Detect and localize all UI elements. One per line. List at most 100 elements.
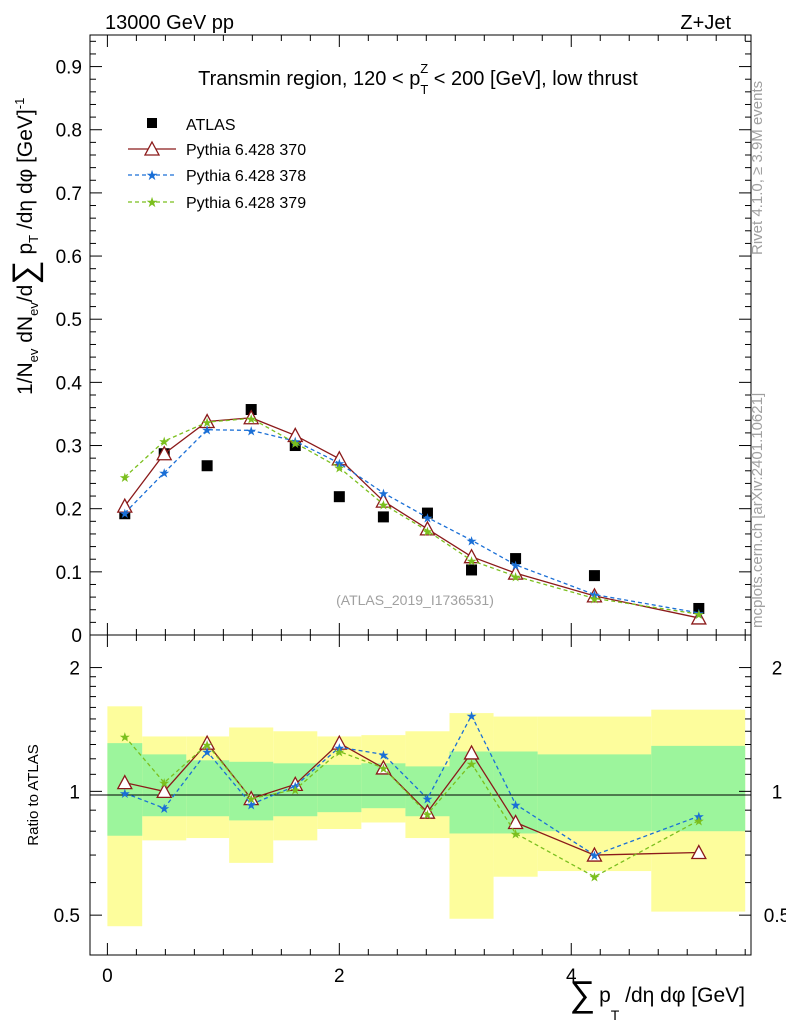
data-point-pythia-6-428-378-8: ★ — [466, 533, 478, 548]
data-point-pythia-6-428-378-3: ★ — [245, 423, 257, 438]
data-point-pythia-6-428-370-0 — [116, 497, 133, 513]
legend: ATLAS Pythia 6.428 370 ★ Pythia 6.428 37… — [128, 117, 306, 212]
data-point-atlas-10 — [588, 570, 600, 582]
xlabel-a: p — [599, 984, 611, 1007]
ratio-y-axis-label: Ratio to ATLAS — [25, 744, 42, 845]
series-line-pythia-6-428-370 — [124, 417, 699, 619]
band-stat-uncertainty-10 — [537, 754, 652, 832]
ratio-point-pythia-6-428-379-8: ★ — [466, 756, 478, 771]
ratio-point-pythia-6-428-378-2: ★ — [201, 745, 213, 760]
main-y-tick-label: 0.5 — [56, 310, 82, 331]
x-tick-label: 0 — [102, 966, 113, 987]
header-process-label: Z+Jet — [680, 12, 731, 34]
ylabel-c: /d — [14, 285, 37, 303]
ratio-point-pythia-6-428-378-7: ★ — [422, 792, 434, 807]
main-y-ticks: 0 0.1 0.2 0.3 0.4 0.5 0.6 0.7 0.8 0.9 — [56, 35, 751, 647]
data-point-pythia-6-428-379-1: ★ — [158, 434, 170, 449]
data-point-pythia-6-428-378-9: ★ — [510, 558, 522, 573]
data-point-atlas-7 — [421, 507, 433, 519]
data-point-pythia-6-428-370-11 — [690, 609, 707, 625]
ratio-point-pythia-6-428-378-1: ★ — [158, 801, 170, 816]
ratio-y-tick-label: 1 — [69, 782, 80, 803]
ratio-point-pythia-6-428-370-2 — [199, 734, 216, 750]
data-point-pythia-6-428-370-8 — [463, 548, 480, 564]
ratio-point-pythia-6-428-378-9: ★ — [510, 797, 522, 812]
ratio-point-pythia-6-428-370-1 — [156, 782, 173, 799]
data-point-pythia-6-428-378-11: ★ — [693, 606, 705, 621]
main-y-tick-label: 0 — [71, 626, 82, 647]
data-point-pythia-6-428-378-2: ★ — [201, 423, 213, 438]
data-point-pythia-6-428-379-4: ★ — [289, 436, 301, 451]
ratio-point-pythia-6-428-378-4: ★ — [289, 779, 301, 794]
plot-title-sup: Z — [420, 61, 428, 76]
ratio-point-pythia-6-428-378-10: ★ — [589, 848, 601, 863]
series-line-pythia-6-428-378 — [124, 429, 699, 614]
ratio-point-pythia-6-428-370-8 — [463, 744, 480, 760]
x-tick-label: 4 — [566, 966, 577, 987]
ratio-point-pythia-6-428-379-2: ★ — [201, 737, 213, 752]
ratio-point-pythia-6-428-370-7 — [419, 803, 436, 819]
data-point-pythia-6-428-378-0: ★ — [119, 506, 131, 521]
data-point-pythia-6-428-370-1 — [156, 445, 173, 461]
ratio-point-pythia-6-428-379-9: ★ — [510, 826, 522, 841]
main-y-tick-label: 0.2 — [56, 500, 82, 521]
data-point-pythia-6-428-370-2 — [199, 413, 216, 429]
ratio-point-pythia-6-428-379-6: ★ — [378, 761, 390, 776]
main-y-tick-label: 0.1 — [56, 563, 82, 584]
legend-marker-pythia-379: ★ — [146, 194, 159, 210]
ratio-uncertainty-bands — [107, 706, 746, 927]
ratio-plot-frame — [89, 634, 752, 956]
ratio-point-pythia-6-428-378-0: ★ — [119, 786, 131, 801]
main-y-tick-label: 0.3 — [56, 437, 82, 458]
main-y-tick-label: 0.7 — [56, 184, 82, 205]
legend-marker-atlas — [147, 118, 157, 128]
ratio-y-tick-label-right: 0.5 — [764, 906, 786, 927]
data-point-pythia-6-428-378-5: ★ — [333, 456, 345, 471]
band-stat-uncertainty-8 — [449, 751, 494, 834]
ratio-line-pythia-6-428-378 — [124, 713, 700, 856]
plot-title-sub: T — [420, 82, 428, 97]
ylabel-b-sub: ev — [26, 302, 41, 316]
data-point-atlas-8 — [466, 564, 478, 576]
ratio-series-layer: ★★★★★★ ★★★★★★★★★★★★★★★★★★ — [116, 708, 707, 885]
data-point-atlas-5 — [333, 491, 345, 503]
ratio-point-pythia-6-428-379-4: ★ — [289, 783, 301, 798]
data-point-pythia-6-428-378-6: ★ — [378, 486, 390, 501]
band-stat-uncertainty-5 — [317, 764, 362, 813]
ratio-point-pythia-6-428-378-6: ★ — [378, 747, 390, 762]
legend-label-pythia-378: Pythia 6.428 378 — [186, 168, 306, 185]
legend-label-pythia-370: Pythia 6.428 370 — [186, 142, 306, 159]
legend-entry-atlas: ATLAS — [147, 117, 236, 134]
data-point-atlas-0 — [119, 508, 131, 520]
ratio-point-pythia-6-428-378-8: ★ — [466, 708, 478, 723]
data-point-pythia-6-428-379-7: ★ — [422, 524, 434, 539]
main-y-tick-label: 0.6 — [56, 247, 82, 268]
data-point-atlas-11 — [693, 602, 705, 614]
main-y-tick-label: 0.8 — [56, 121, 82, 142]
ratio-line-pythia-6-428-379 — [124, 736, 700, 878]
plot-title: Transmin region, 120 < pTZ < 200 [GeV], … — [198, 61, 638, 97]
data-point-pythia-6-428-379-5: ★ — [333, 461, 345, 476]
ylabel-b: dN — [14, 316, 37, 349]
main-series-layer: ★★★ ★★★★★★★★★★★★ ★★★★★★★★★ — [116, 404, 707, 625]
band-stat-uncertainty-0 — [107, 743, 143, 836]
ylabel-e: /dη dφ [GeV] — [14, 109, 37, 235]
data-point-atlas-2 — [201, 460, 213, 472]
rivet-version-label: Rivet 4.1.0, ≥ 3.9M events — [749, 81, 766, 255]
ratio-point-pythia-6-428-370-9 — [507, 814, 524, 830]
ratio-point-pythia-6-428-370-11 — [690, 844, 707, 860]
mcplots-credit-label: mcplots.cern.ch [arXiv:2401.10621] — [749, 393, 766, 628]
ratio-point-pythia-6-428-378-11: ★ — [693, 809, 705, 824]
ratio-plot-panel: 0.5 0.51 12 20 2 4 ★★★★★★ ★★★★★★★★★★★★★★★★★★ R… — [25, 634, 786, 1023]
legend-label-atlas: ATLAS — [186, 117, 236, 134]
ylabel-d-sub: T — [26, 235, 41, 243]
analysis-watermark: (ATLAS_2019_I1736531) — [336, 592, 494, 608]
ratio-point-pythia-6-428-379-1: ★ — [158, 776, 170, 791]
main-y-tick-label: 0.9 — [56, 58, 82, 79]
ratio-axis-ticks: 0.5 0.5 1 1 2 2 0 2 4 — [54, 635, 786, 987]
legend-marker-pythia-378: ★ — [146, 167, 159, 183]
legend-entry-pythia-378: ★ Pythia 6.428 378 — [128, 167, 306, 185]
x-tick-label: 2 — [334, 966, 345, 987]
main-plot-panel: 00.10.20.30.40.50.60.70.80.9 ★★★ ★★★★★★★★… — [6, 34, 752, 647]
data-point-pythia-6-428-378-1: ★ — [158, 466, 170, 481]
